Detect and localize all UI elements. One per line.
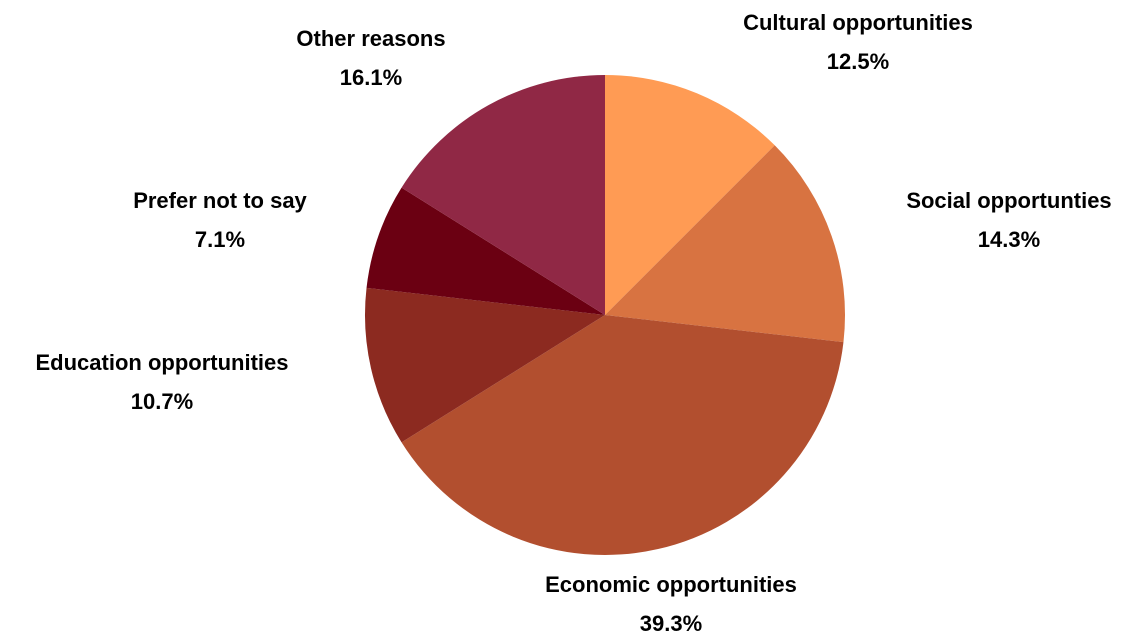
pie-slice-prefer-not-to-say: [366, 187, 605, 315]
slice-label-other-reasons: Other reasons: [296, 26, 445, 51]
pie-labels: Cultural opportunities 12.5% Social opport…: [36, 10, 1112, 635]
slice-label-social-opportunties: Social opportunties: [906, 188, 1111, 213]
pie-slice-cultural-opportunities: [605, 74, 775, 315]
slice-value-economic-opportunities: 39.3%: [640, 611, 702, 635]
slice-value-prefer-not-to-say: 7.1%: [195, 227, 245, 252]
slice-value-education-opportunities: 10.7%: [131, 389, 193, 414]
slice-label-cultural-opportunities: Cultural opportunities: [743, 10, 973, 35]
slice-value-social-opportunties: 14.3%: [978, 227, 1040, 252]
slice-label-education-opportunities: Education opportunities: [36, 350, 289, 375]
pie-slice-other-reasons: [401, 75, 605, 315]
pie-slices: [364, 74, 846, 555]
slice-value-cultural-opportunities: 12.5%: [827, 49, 889, 74]
slice-label-prefer-not-to-say: Prefer not to say: [133, 188, 307, 213]
pie-slice-social-opportunties: [605, 145, 846, 343]
pie-slice-education-opportunities: [364, 287, 605, 443]
slice-value-other-reasons: 16.1%: [340, 65, 402, 90]
pie-slice-economic-opportunities: [401, 315, 844, 555]
slice-label-economic-opportunities: Economic opportunities: [545, 572, 797, 597]
